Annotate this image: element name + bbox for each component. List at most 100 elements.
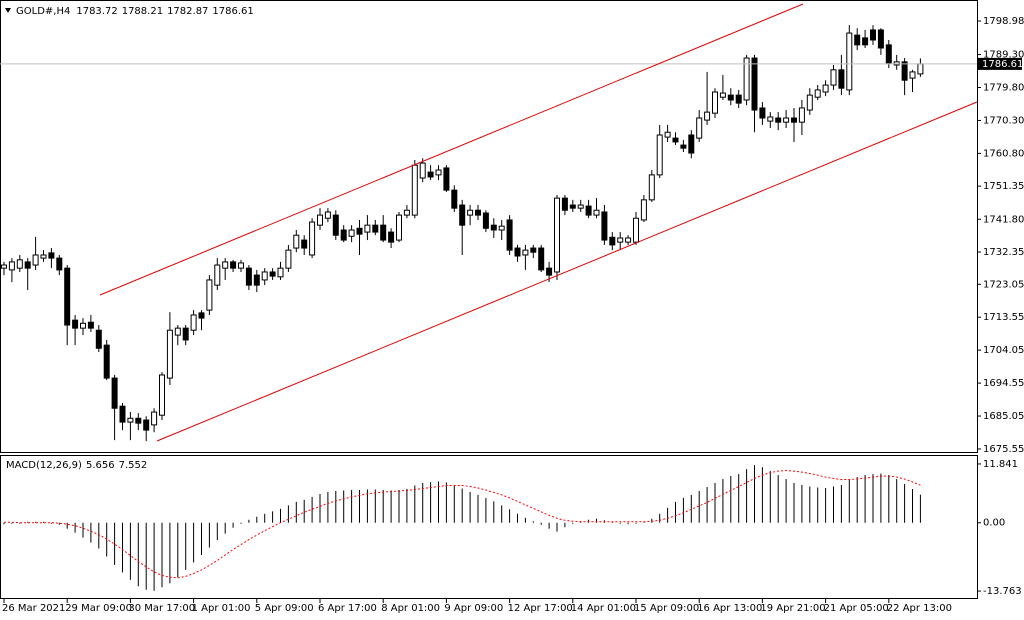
candle-body <box>514 247 521 257</box>
candle-body <box>459 204 466 226</box>
candle-body <box>380 224 387 241</box>
candle-body <box>301 239 308 249</box>
candle-body <box>601 211 608 241</box>
candle-body <box>8 261 15 271</box>
candle-body <box>182 327 189 341</box>
x-tick-label: 12 Apr 17:00 <box>508 603 573 614</box>
x-tick-label: 15 Apr 09:00 <box>634 603 699 614</box>
candle-body <box>538 247 545 271</box>
y-tick-label: 1675.55 <box>983 444 1024 455</box>
signal-line <box>4 470 921 579</box>
macd-header: MACD(12,26,9) 5.656 7.552 <box>6 460 147 471</box>
x-tick-label: 22 Apr 13:00 <box>887 603 952 614</box>
candle-body <box>798 107 805 123</box>
candle-body <box>830 69 837 86</box>
x-tick-label: 29 Mar 09:00 <box>65 603 132 614</box>
candle-body <box>546 267 553 276</box>
header-close: 1786.61 <box>212 6 253 17</box>
candle-body <box>530 247 537 253</box>
candle-body <box>198 312 205 319</box>
x-tick-label: 6 Apr 17:00 <box>318 603 377 614</box>
candle-body <box>427 171 434 178</box>
y-tick-label: 1685.05 <box>983 411 1024 422</box>
candle-body <box>775 117 782 123</box>
candle-body <box>214 264 221 286</box>
candle-body <box>467 209 474 216</box>
header-low: 1782.87 <box>167 6 208 17</box>
candle-body <box>625 237 632 243</box>
candle-body <box>862 37 869 46</box>
candle-body <box>24 261 31 269</box>
candle-body <box>696 117 703 139</box>
candle-body <box>135 417 142 424</box>
y-tick-label: 1770.30 <box>983 115 1024 126</box>
macd-title: MACD(12,26,9) <box>6 460 82 471</box>
candle-body <box>569 204 576 209</box>
y-tick-label: 1760.80 <box>983 148 1024 159</box>
candle-body <box>743 57 750 101</box>
candle-body <box>877 29 884 49</box>
candle-body <box>838 69 845 89</box>
candle-body <box>348 229 355 237</box>
channel-upper <box>99 3 804 296</box>
candle-body <box>261 271 268 281</box>
candle-body <box>885 44 892 64</box>
candle-body <box>561 197 568 211</box>
y-tick-label: 1751.35 <box>983 181 1024 192</box>
candle-body <box>1 264 7 269</box>
candle-body <box>269 271 276 277</box>
x-tick-label: 14 Apr 01:00 <box>571 603 636 614</box>
candle-body <box>103 344 110 379</box>
candle-body <box>719 92 726 98</box>
candle-body <box>411 164 418 216</box>
y-tick-label: 1779.80 <box>983 83 1024 94</box>
candle-body <box>356 227 363 235</box>
y-tick-label: 1798.98 <box>983 16 1024 27</box>
candle-body <box>522 249 529 256</box>
candle-body <box>577 204 584 209</box>
candle-body <box>854 34 861 46</box>
candle-body <box>909 71 916 79</box>
x-tick-label: 30 Mar 17:00 <box>128 603 195 614</box>
candle-body <box>245 267 252 286</box>
candle-body <box>672 137 679 143</box>
y-tick-label: -13.763 <box>983 586 1022 597</box>
candle-body <box>56 257 63 271</box>
candle-body <box>506 219 513 251</box>
candle-body <box>443 167 450 191</box>
y-tick-label: 1741.80 <box>983 214 1024 225</box>
candle-body <box>238 262 244 269</box>
header-high: 1788.21 <box>122 6 163 17</box>
candle-body <box>324 211 331 219</box>
macd-panel <box>0 455 978 599</box>
candle-body <box>127 417 134 423</box>
price-header: GOLD#,H4 1783.72 1788.21 1782.87 1786.61 <box>16 6 254 17</box>
x-tick-label: 19 Apr 21:00 <box>760 603 825 614</box>
candle-body <box>498 225 505 231</box>
candle-body <box>174 327 181 336</box>
price-panel <box>0 0 978 453</box>
candle-body <box>917 63 924 75</box>
candle-body <box>64 267 71 326</box>
candle-body <box>143 419 150 431</box>
candle-body <box>32 254 39 266</box>
candle-body <box>317 214 323 226</box>
candle-body <box>293 234 300 249</box>
candle-body <box>609 236 616 246</box>
candle-body <box>230 261 237 269</box>
candle-body <box>475 209 481 216</box>
candle-body <box>846 32 853 91</box>
candle-body <box>482 212 489 229</box>
candle-body <box>656 134 663 176</box>
candle-body <box>688 134 695 154</box>
candle-body <box>95 329 102 349</box>
y-tick-label: 1789.30 <box>983 50 1024 61</box>
channel-lower <box>156 101 978 442</box>
candle-body <box>253 274 260 286</box>
candle-body <box>704 111 711 121</box>
candle-body <box>372 224 379 233</box>
signal-last: 7.552 <box>119 460 148 471</box>
candle-body <box>664 131 671 138</box>
candle-body <box>554 197 560 273</box>
